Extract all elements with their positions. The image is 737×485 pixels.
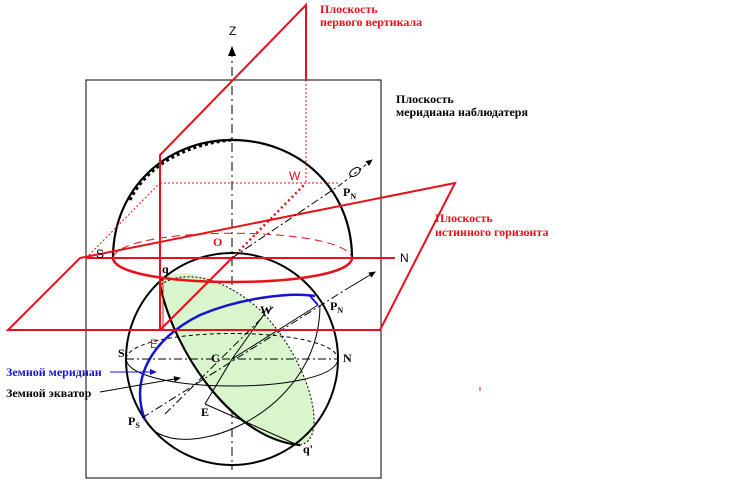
earth-meridian-label: Земной меридиан (6, 365, 102, 379)
horizon-circle-front (111, 257, 354, 284)
horizon-circle-back (112, 232, 353, 259)
celestial-axis-arrow (339, 159, 373, 186)
point-q: q (162, 262, 169, 276)
point-pn-lower: PN (330, 299, 343, 315)
point-e-red: E (150, 337, 158, 351)
point-n-lower: N (343, 351, 352, 365)
prime-vertical-plane (159, 2, 307, 330)
earth-axis-arrow (344, 271, 376, 291)
point-w-upper: W (289, 169, 301, 183)
rotation-icon (349, 167, 361, 177)
earth-meridian-blue (138, 293, 316, 421)
point-w-lower: W (260, 303, 272, 317)
earth-equator-back (159, 276, 315, 446)
horizon-plane-label-1: Плоскость (435, 211, 493, 225)
prime-vertical-label-2: первого вертикала (320, 15, 422, 29)
point-s-upper: S (96, 247, 104, 261)
radius-cpn (231, 304, 319, 360)
horizon-dotted-left (85, 182, 161, 259)
earth-horizon-back (125, 333, 339, 360)
celestial-axis (231, 184, 341, 259)
prime-vertical-label-1: Плоскость (320, 2, 378, 16)
earth-equator-front (158, 284, 301, 447)
true-horizon-plane (5, 181, 457, 331)
earth-horizon-front (125, 358, 339, 387)
point-q-prime: q' (303, 442, 313, 456)
meridian-plane-label-1: Плоскость (396, 92, 454, 106)
prime-vertical-bottom (159, 257, 233, 331)
celestial-hemisphere (111, 138, 354, 259)
celestial-hemisphere-back (128, 138, 233, 201)
meridian-plane-label-2: меридиана наблюдатеря (396, 105, 528, 119)
radius-ce (204, 358, 233, 405)
earth-equator-label: Земной экватор (6, 386, 92, 400)
horizon-plane-label-2: истинного горизонта (435, 225, 548, 239)
point-o: O (213, 235, 222, 249)
point-z: Z (229, 24, 236, 38)
radius-eq (204, 403, 301, 447)
point-n-upper: N (400, 251, 409, 265)
earth-ew-line (164, 304, 276, 415)
point-s-lower: S (118, 346, 125, 360)
radius-cw (231, 312, 266, 360)
earth-rotation-axis (141, 289, 346, 419)
z-axis-arrow-icon (228, 46, 236, 56)
point-ps: PS (128, 414, 140, 430)
earth-equator-pointer (99, 376, 181, 393)
point-c: C (211, 351, 220, 365)
point-pn-upper: PN (343, 185, 356, 201)
pn-blue-marker (309, 295, 319, 306)
point-e-lower: E (201, 405, 209, 419)
earth-meridian-thin (144, 304, 321, 440)
